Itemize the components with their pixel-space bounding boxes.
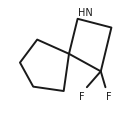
Text: HN: HN (78, 8, 93, 18)
Text: F: F (106, 92, 112, 102)
Text: F: F (79, 92, 85, 102)
